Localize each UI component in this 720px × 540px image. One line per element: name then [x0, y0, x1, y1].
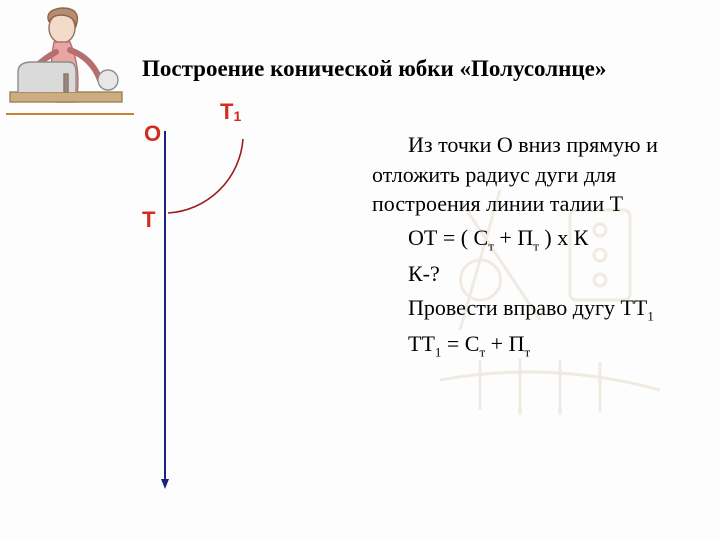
formula-ot: ОТ = ( Ст + Пт ) х К — [372, 223, 692, 255]
paragraph-1: Из точки О вниз прямую и отложить радиус… — [372, 130, 692, 219]
formula-tt1: ТТ1 = Ст + Пт — [372, 329, 692, 361]
point-t1-subscript: 1 — [233, 108, 241, 124]
arrow-down-icon — [161, 479, 169, 489]
construction-diagram: О Т Т1 — [150, 115, 350, 515]
point-t1-letter: Т — [220, 99, 233, 124]
instruction-text: Из точки О вниз прямую и отложить радиус… — [372, 130, 692, 365]
paragraph-k: К-? — [372, 259, 692, 289]
point-o-label: О — [144, 121, 161, 147]
point-t1-label: Т1 — [220, 99, 241, 125]
sewing-woman-illustration — [4, 2, 134, 132]
arc-tt1 — [150, 115, 350, 315]
point-t-label: Т — [142, 207, 155, 233]
slide: Построение конической юбки «Полусолнце» … — [0, 0, 720, 540]
paragraph-arc: Провести вправо дугу ТТ1 — [372, 293, 692, 325]
slide-title: Построение конической юбки «Полусолнце» — [142, 56, 702, 82]
